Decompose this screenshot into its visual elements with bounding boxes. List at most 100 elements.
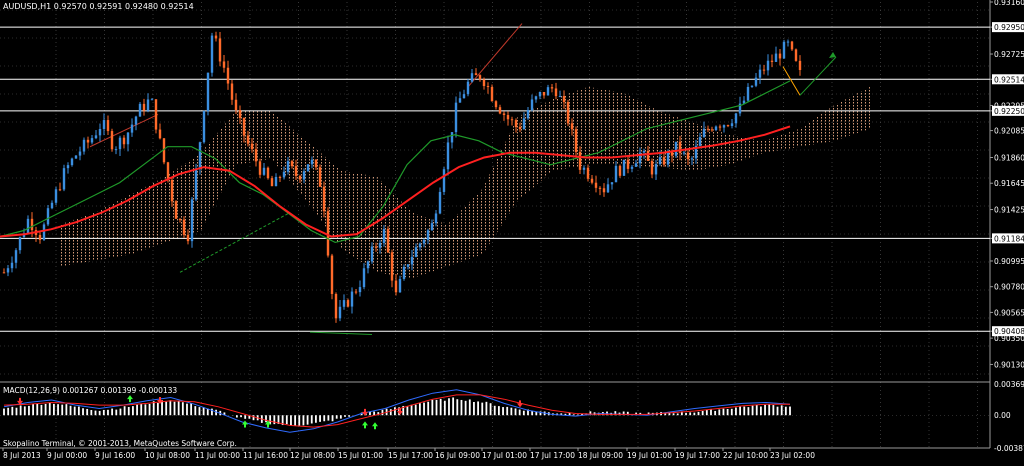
time-tick-label: 19 Jul 01:00 xyxy=(627,451,672,460)
candle-body xyxy=(7,268,9,272)
macd-histogram-bar xyxy=(311,415,313,423)
candle-body xyxy=(347,300,349,306)
macd-histogram-bar xyxy=(706,410,708,416)
candle-body xyxy=(375,247,377,248)
candle-body xyxy=(503,113,505,115)
macd-histogram-bar xyxy=(677,413,679,415)
candle-body xyxy=(655,164,657,174)
candle-body xyxy=(591,179,593,183)
macd-histogram-bar xyxy=(481,403,483,416)
macd-histogram-bar xyxy=(149,404,151,415)
candle-body xyxy=(267,168,269,178)
time-tick-label: 11 Jul 00:00 xyxy=(195,451,240,460)
macd-histogram-bar xyxy=(743,407,745,416)
time-tick-label: 11 Jul 16:00 xyxy=(243,451,288,460)
macd-tick-label: 0.003694 xyxy=(994,380,1024,389)
candle-body xyxy=(555,88,557,96)
candle-body xyxy=(383,229,385,243)
macd-histogram-bar xyxy=(20,406,22,416)
candle-body xyxy=(499,107,501,113)
price-tick-label: 0.91645 xyxy=(994,179,1024,188)
candle-body xyxy=(623,160,625,176)
macd-histogram-bar xyxy=(477,401,479,415)
macd-histogram-bar xyxy=(764,405,766,415)
candle-body xyxy=(471,73,473,82)
candle-body xyxy=(19,237,21,250)
macd-histogram-bar xyxy=(502,407,504,415)
macd-histogram-bar xyxy=(244,415,246,419)
macd-histogram-bar xyxy=(32,404,34,416)
candle-body xyxy=(187,235,189,241)
macd-histogram-bar xyxy=(448,398,450,415)
time-tick-label: 18 Jul 09:00 xyxy=(578,451,623,460)
time-tick-label: 17 Jul 17:00 xyxy=(530,451,575,460)
candle-body xyxy=(399,279,401,292)
candle-body xyxy=(767,61,769,71)
candle-body xyxy=(295,166,297,176)
candle-body xyxy=(283,172,285,178)
price-tick-label: 0.92250 xyxy=(994,107,1024,116)
macd-histogram-bar xyxy=(752,406,754,416)
macd-histogram-bar xyxy=(286,415,288,424)
candle-body xyxy=(411,257,413,265)
candle-body xyxy=(703,129,705,137)
macd-histogram-bar xyxy=(673,413,675,415)
candle-body xyxy=(711,129,713,130)
candle-body xyxy=(535,96,537,99)
chart-title: AUDUSD,H1 0.92570 0.92591 0.92480 0.9251… xyxy=(3,2,194,11)
candle-body xyxy=(115,149,117,150)
macd-histogram-bar xyxy=(86,409,88,415)
price-tick-label: 0.92950 xyxy=(994,23,1024,32)
macd-histogram-bar xyxy=(748,407,750,415)
macd-histogram-bar xyxy=(319,415,321,422)
candle-body xyxy=(199,142,201,168)
macd-histogram-bar xyxy=(3,409,5,416)
candle-body xyxy=(183,220,185,235)
candle-body xyxy=(155,99,157,129)
macd-histogram-bar xyxy=(16,408,18,416)
candle-body xyxy=(531,99,533,110)
macd-histogram-bar xyxy=(298,415,300,425)
copyright-text: Skopalino Terminal, © 2001-2013, MetaQuo… xyxy=(3,439,237,448)
macd-histogram-bar xyxy=(7,408,9,415)
candle-body xyxy=(39,235,41,240)
candle-body xyxy=(415,247,417,257)
candle-body xyxy=(247,136,249,144)
candle-body xyxy=(755,78,757,86)
candle-body xyxy=(699,137,701,146)
candle-body xyxy=(791,42,793,50)
candle-body xyxy=(543,92,545,95)
candle-body xyxy=(443,169,445,192)
macd-histogram-bar xyxy=(768,404,770,415)
candle-body xyxy=(431,223,433,230)
candle-body xyxy=(775,54,777,62)
candle-body xyxy=(331,256,333,294)
macd-histogram-bar xyxy=(519,410,521,416)
candle-body xyxy=(251,144,253,149)
candle-body xyxy=(271,178,273,186)
price-tick-label: 0.92085 xyxy=(994,127,1024,136)
candle-body xyxy=(387,229,389,252)
macd-histogram-bar xyxy=(789,407,791,416)
candle-body xyxy=(571,123,573,129)
price-tick-label: 0.92725 xyxy=(994,50,1024,59)
candle-body xyxy=(539,92,541,96)
candle-body xyxy=(439,192,441,214)
candle-body xyxy=(259,161,261,174)
candle-body xyxy=(719,127,721,128)
candle-body xyxy=(87,140,89,143)
macd-histogram-bar xyxy=(702,411,704,415)
macd-histogram-bar xyxy=(515,408,517,415)
macd-histogram-bar xyxy=(82,408,84,415)
candle-body xyxy=(547,87,549,95)
macd-histogram-bar xyxy=(469,399,471,415)
macd-histogram-bar xyxy=(190,403,192,415)
candle-body xyxy=(643,151,645,153)
macd-histogram-bar xyxy=(573,414,575,415)
candle-body xyxy=(583,168,585,170)
candle-body xyxy=(239,110,241,118)
candle-body xyxy=(515,120,517,127)
candle-body xyxy=(527,110,529,118)
